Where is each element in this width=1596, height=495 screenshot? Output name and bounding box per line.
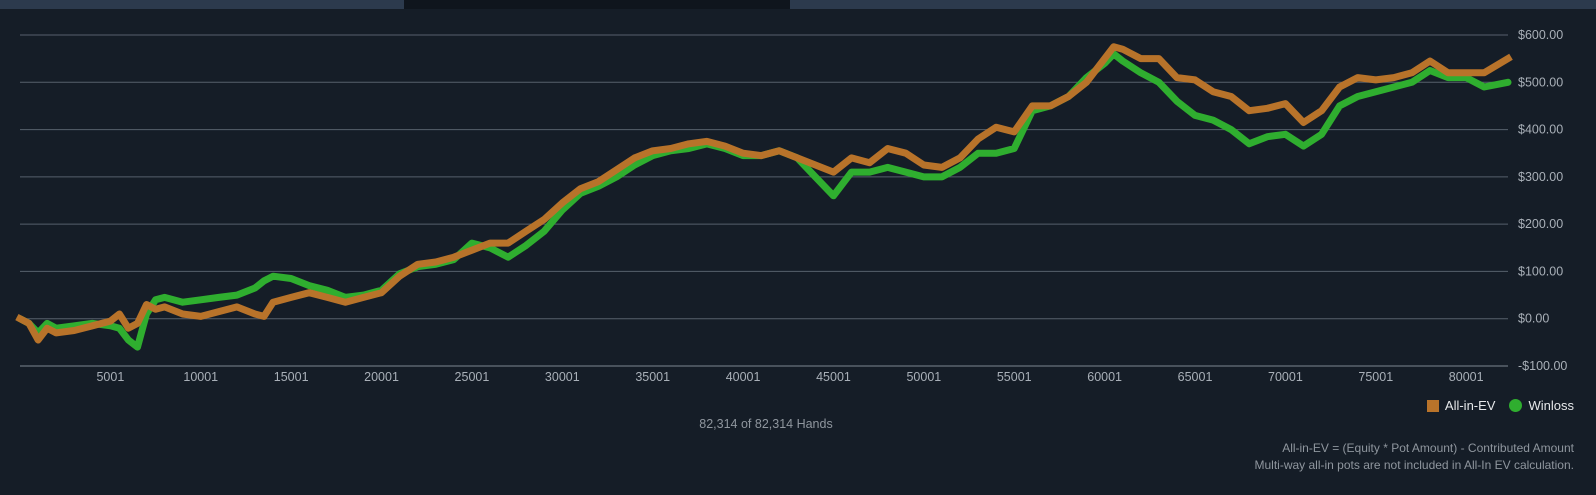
legend-item-all-in-ev[interactable]: All-in-EV xyxy=(1426,398,1496,413)
legend-label-all-in-ev: All-in-EV xyxy=(1444,398,1496,413)
y-tick-label: $500.00 xyxy=(1518,75,1563,89)
y-tick-label: $400.00 xyxy=(1518,123,1563,137)
x-tick-label: 15001 xyxy=(274,370,309,384)
x-tick-label: 80001 xyxy=(1449,370,1484,384)
x-tick-label: 10001 xyxy=(183,370,218,384)
winloss-circle-icon xyxy=(1509,399,1523,412)
multiway-note: Multi-way all-in pots are not included i… xyxy=(1254,458,1575,472)
x-tick-label: 5001 xyxy=(96,370,124,384)
y-tick-label: $200.00 xyxy=(1518,217,1563,231)
x-tick-label: 35001 xyxy=(635,370,670,384)
series-line-winloss xyxy=(16,50,1512,351)
tab-right[interactable] xyxy=(790,0,1596,9)
series-lines xyxy=(15,43,1513,351)
x-tick-label: 50001 xyxy=(906,370,941,384)
series-line-all-in-ev xyxy=(15,43,1513,344)
x-tick-label: 25001 xyxy=(455,370,490,384)
y-tick-label: -$100.00 xyxy=(1518,359,1567,373)
tab-left[interactable] xyxy=(0,0,404,9)
x-axis-ticks: 5001 10001 15001 20001 25001 30001 35001 40001 4… xyxy=(96,370,1483,384)
y-tick-label: $600.00 xyxy=(1518,28,1563,42)
legend-item-winloss[interactable]: Winloss xyxy=(1509,398,1574,413)
x-tick-label: 75001 xyxy=(1358,370,1393,384)
y-tick-label: $100.00 xyxy=(1518,264,1563,278)
all-in-ev-square-icon xyxy=(1426,399,1439,412)
ev-notes: All-in-EV = (Equity * Pot Amount) - Cont… xyxy=(1255,440,1575,474)
tab-strip xyxy=(0,0,1596,9)
legend-label-winloss: Winloss xyxy=(1528,398,1574,413)
x-tick-label: 65001 xyxy=(1178,370,1213,384)
ev-formula-note: All-in-EV = (Equity * Pot Amount) - Cont… xyxy=(1282,441,1574,455)
y-axis-ticks: -$100.00 $0.00 $100.00 $200.00 $300.00 $400.0… xyxy=(1518,28,1567,373)
grid-lines xyxy=(20,34,1508,367)
x-tick-label: 40001 xyxy=(726,370,761,384)
hands-count: 82,314 of 82,314 Hands xyxy=(699,417,833,431)
winnings-chart: -$100.00 $0.00 $100.00 $200.00 $300.00 $400.0… xyxy=(15,28,1567,384)
chart-legend: All-in-EV Winloss xyxy=(1426,398,1574,413)
y-tick-label: $300.00 xyxy=(1518,170,1563,184)
x-tick-label: 20001 xyxy=(364,370,399,384)
x-tick-label: 45001 xyxy=(816,370,851,384)
y-tick-label: $0.00 xyxy=(1518,312,1549,326)
x-tick-label: 55001 xyxy=(997,370,1032,384)
x-tick-label: 30001 xyxy=(545,370,580,384)
tab-active[interactable] xyxy=(404,0,790,9)
x-tick-label: 70001 xyxy=(1268,370,1303,384)
x-tick-label: 60001 xyxy=(1087,370,1122,384)
